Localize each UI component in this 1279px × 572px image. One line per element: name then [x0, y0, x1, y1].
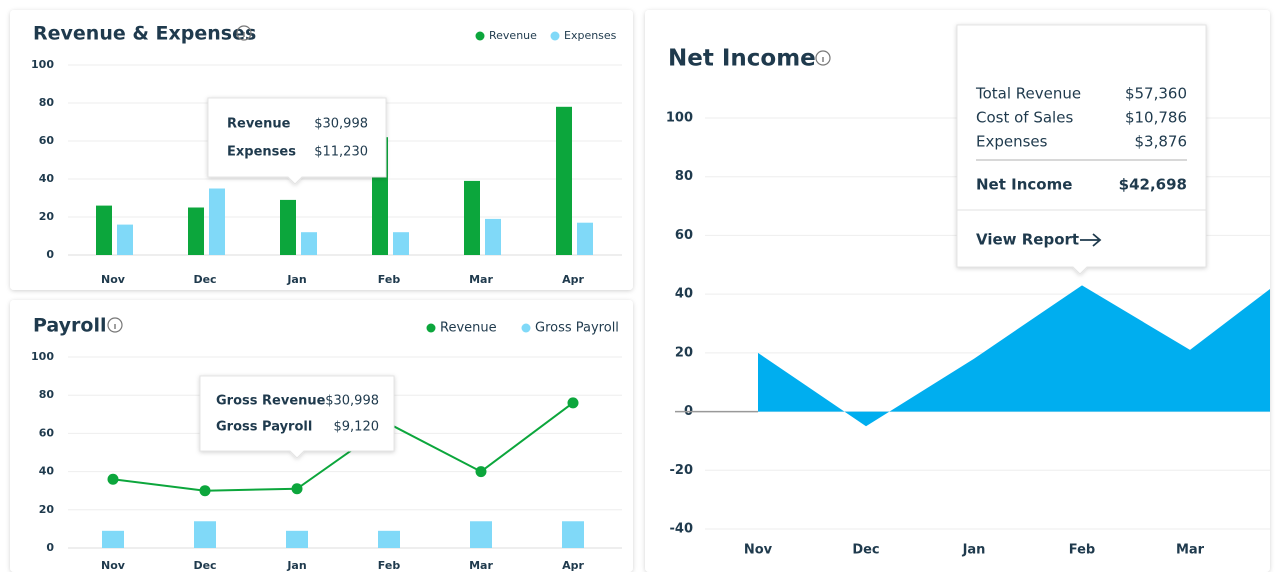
x-tick-label: Dec	[193, 559, 216, 572]
x-tick-label: Jan	[286, 559, 306, 572]
info-icon	[107, 317, 123, 333]
legend-dot	[550, 31, 560, 41]
y-tick-label: 80	[39, 388, 55, 401]
tooltip-label: Expenses	[976, 133, 1048, 151]
legend-dot	[475, 31, 485, 41]
tooltip-value: $11,230	[314, 145, 368, 160]
tooltip-label: Revenue	[227, 117, 291, 132]
x-tick-label: Apr	[562, 559, 584, 572]
y-tick-label: 20	[675, 345, 693, 360]
x-tick-label: Nov	[101, 559, 126, 572]
x-tick-label: Feb	[378, 559, 401, 572]
point	[291, 483, 303, 495]
y-tick-label: 100	[666, 111, 693, 126]
point	[567, 397, 579, 409]
x-tick-label: Mar	[469, 273, 493, 286]
legend-label: Gross Payroll	[535, 321, 619, 336]
bar	[378, 530, 400, 548]
bar	[286, 530, 308, 548]
y-tick-label: -20	[670, 463, 694, 478]
x-tick-label: Jan	[286, 273, 306, 286]
info-icon	[815, 50, 831, 66]
bar	[209, 188, 225, 255]
bar	[485, 218, 501, 255]
x-tick-label: Feb	[378, 273, 401, 286]
y-tick-label: 0	[46, 541, 54, 554]
tooltip-label: Gross Payroll	[216, 420, 312, 435]
y-tick-label: 60	[39, 134, 55, 147]
y-tick-label: 20	[39, 210, 55, 223]
chart-title: Net Income	[668, 46, 816, 72]
tooltip-label: Expenses	[227, 145, 296, 160]
tooltip-value: $30,998	[314, 117, 368, 132]
bar	[102, 530, 124, 548]
tooltip-value: $9,120	[334, 420, 380, 435]
tooltip-label: Gross Revenue	[216, 394, 326, 409]
y-tick-label: 60	[675, 228, 693, 243]
area	[758, 285, 1270, 427]
bar	[96, 205, 112, 255]
x-tick-label: Jan	[962, 543, 986, 558]
tooltip	[207, 97, 387, 185]
bar	[301, 232, 317, 255]
x-tick-label: Apr	[562, 273, 584, 286]
tooltip-value: $10,786	[1125, 109, 1187, 127]
bar	[188, 207, 204, 255]
x-tick-label: Dec	[193, 273, 216, 286]
tooltip-label: Cost of Sales	[976, 109, 1073, 127]
tooltip-total-label: Net Income	[976, 176, 1072, 194]
x-tick-label: Feb	[1069, 543, 1095, 558]
x-tick-label: Mar	[1176, 543, 1205, 558]
bar	[464, 180, 480, 255]
legend-label: Expenses	[564, 29, 617, 42]
bar	[470, 521, 492, 548]
line	[112, 402, 574, 492]
y-tick-label: 40	[675, 287, 693, 302]
y-tick-label: 100	[31, 350, 54, 363]
point	[107, 473, 119, 485]
bar	[393, 232, 409, 255]
y-tick-label: 40	[39, 465, 55, 478]
x-tick-label: Dec	[852, 543, 879, 558]
tooltip-label: Total Revenue	[975, 85, 1081, 103]
bar	[194, 521, 216, 548]
chart-title: Payroll	[33, 315, 107, 337]
tooltip-value: $57,360	[1125, 85, 1187, 103]
arrow-icon[interactable]	[1080, 233, 1102, 247]
bar	[562, 521, 584, 548]
y-tick-label: 40	[39, 172, 55, 185]
view-report-link[interactable]: View Report	[976, 231, 1079, 249]
legend-dot	[521, 323, 531, 333]
chart-title: Revenue & Expenses	[33, 23, 256, 45]
info-icon	[236, 25, 252, 41]
point	[475, 466, 487, 478]
tooltip-value: $30,998	[325, 394, 379, 409]
tooltip-total-value: $42,698	[1119, 176, 1187, 194]
area-group	[675, 285, 1270, 427]
legend-dot	[426, 323, 436, 333]
tooltip	[199, 375, 395, 459]
y-tick-label: 100	[31, 58, 54, 71]
legend-label: Revenue	[440, 321, 497, 336]
bar	[117, 224, 133, 255]
tooltip-value: $3,876	[1135, 133, 1188, 151]
legend-label: Revenue	[489, 29, 537, 42]
tooltip	[956, 24, 1207, 275]
x-tick-label: Nov	[101, 273, 126, 286]
y-tick-label: 80	[39, 96, 55, 109]
y-tick-label: 80	[675, 169, 693, 184]
bar	[280, 199, 296, 255]
bar	[577, 222, 593, 255]
y-tick-label: 20	[39, 503, 55, 516]
x-tick-label: Nov	[744, 543, 773, 558]
bar	[556, 106, 572, 255]
y-tick-label: 0	[46, 248, 54, 261]
y-tick-label: -40	[670, 522, 694, 537]
y-tick-label: 60	[39, 426, 55, 439]
x-tick-label: Mar	[469, 559, 493, 572]
point	[199, 485, 211, 497]
